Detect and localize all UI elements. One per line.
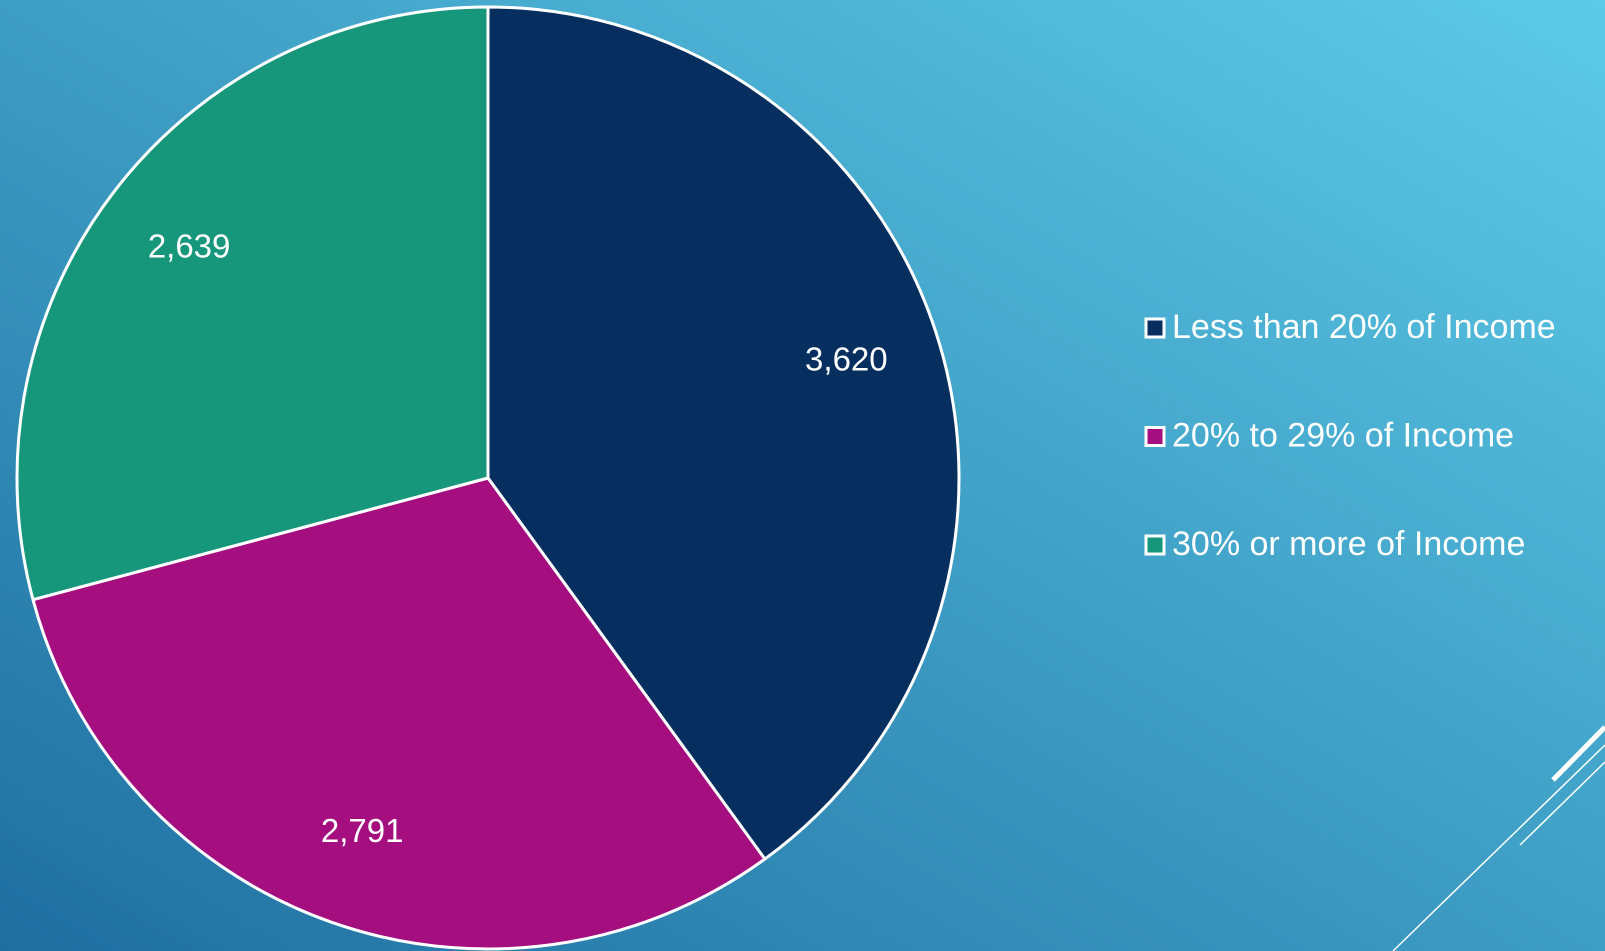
legend-label: Less than 20% of Income xyxy=(1172,308,1556,346)
decoration xyxy=(1392,725,1605,951)
pie-slice xyxy=(15,5,490,602)
legend: Less than 20% of Income 20% to 29% of Inc… xyxy=(1144,308,1556,563)
legend-label: 20% to 29% of Income xyxy=(1172,416,1514,454)
data-label: 3,620 xyxy=(805,340,888,377)
legend-marker xyxy=(1144,317,1166,339)
data-label: 2,791 xyxy=(321,812,404,849)
pie-slice xyxy=(486,5,961,861)
decor-line xyxy=(1392,744,1605,951)
data-label: 2,639 xyxy=(148,227,231,264)
legend-marker xyxy=(1144,534,1166,556)
pie-slice xyxy=(31,476,767,951)
legend-marker xyxy=(1144,426,1166,447)
decor-line xyxy=(1551,725,1605,782)
decor-line xyxy=(1519,761,1605,846)
legend-label: 30% or more of Income xyxy=(1172,525,1525,563)
pie: 3,620 2,791 2,639 xyxy=(15,5,961,951)
